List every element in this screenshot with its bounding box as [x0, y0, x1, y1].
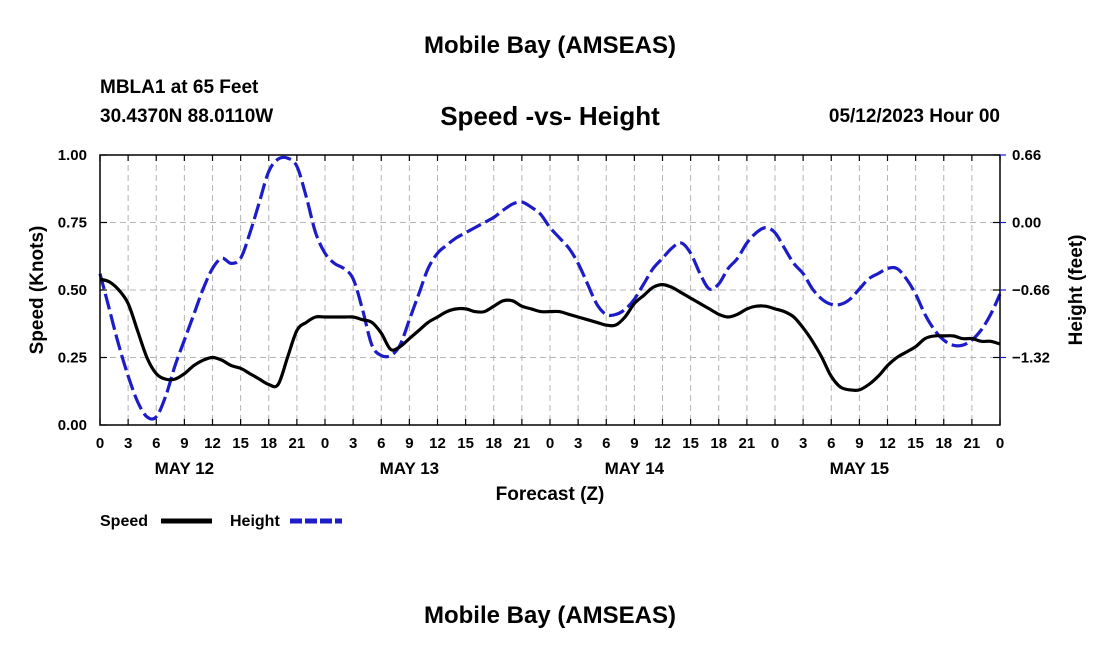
y-axis-label: Speed (Knots)	[27, 226, 48, 355]
legend: Speed Height	[100, 513, 342, 530]
series-line-height	[98, 155, 1002, 421]
x-day-label: MAY 12	[155, 459, 215, 478]
x-tick-label: 0	[321, 435, 329, 452]
x-tick-label: 21	[964, 435, 981, 452]
x-tick-label: 3	[574, 435, 582, 452]
x-tick-label: 0	[996, 435, 1004, 452]
x-tick-label: 21	[514, 435, 531, 452]
y2-tick-label: −0.66	[1012, 282, 1050, 299]
x-tick-label: 12	[204, 435, 221, 452]
grid-lines	[100, 154, 1000, 425]
x-axis-label: Forecast (Z)	[496, 484, 605, 505]
x-tick-label: 6	[827, 435, 835, 452]
x-tick-label: 6	[602, 435, 610, 452]
x-tick-label: 3	[799, 435, 807, 452]
x-tick-label: 9	[630, 435, 638, 452]
x-tick-label: 6	[377, 435, 385, 452]
x-day-label: MAY 15	[830, 459, 890, 478]
legend-label-speed: Speed	[100, 513, 148, 530]
y-tick-label: 0.50	[58, 282, 87, 299]
station-coordinates: 30.4370N 88.0110W	[100, 106, 274, 127]
x-tick-label: 3	[349, 435, 357, 452]
x-tick-label: 15	[232, 435, 249, 452]
x-tick-label: 18	[935, 435, 952, 452]
x-tick-label: 15	[457, 435, 474, 452]
y-tick-label: 0.25	[58, 350, 87, 367]
x-tick-label: 9	[405, 435, 413, 452]
chart-main-title: Mobile Bay (AMSEAS)	[423, 32, 677, 59]
x-tick-label: 12	[429, 435, 446, 452]
x-tick-label: 18	[485, 435, 502, 452]
series-line-speed	[99, 277, 1001, 393]
y2-tick-label: −1.32	[1012, 350, 1050, 367]
y-tick-label: 0.00	[58, 417, 87, 434]
x-tick-label: 9	[855, 435, 863, 452]
x-tick-label: 12	[879, 435, 896, 452]
x-day-label: MAY 14	[605, 459, 665, 478]
chart-subtitle: Speed -vs- Height	[440, 101, 660, 131]
legend-label-height: Height	[230, 513, 280, 530]
x-tick-label: 6	[152, 435, 160, 452]
footer-title: Mobile Bay (AMSEAS)	[423, 602, 677, 629]
x-day-label: MAY 13	[380, 459, 440, 478]
x-tick-label: 21	[289, 435, 306, 452]
y-tick-label: 0.75	[58, 215, 87, 232]
x-tick-label: 0	[96, 435, 104, 452]
y2-axis-label: Height (feet)	[1066, 235, 1087, 346]
series-layer	[98, 155, 1002, 421]
x-tick-label: 9	[180, 435, 188, 452]
x-tick-label: 0	[546, 435, 554, 452]
axes: 0 3 6 9 12 15 18 21 0 3 6 9 12 15 18 21 0 3 6 9 12 15 18 21 0 3 6 9…	[58, 147, 1050, 478]
x-tick-label: 18	[260, 435, 277, 452]
x-tick-label: 15	[682, 435, 699, 452]
x-tick-label: 12	[654, 435, 671, 452]
x-tick-label: 21	[739, 435, 756, 452]
y-tick-label: 1.00	[58, 147, 87, 164]
y2-tick-label: 0.00	[1012, 215, 1041, 232]
x-tick-label: 0	[771, 435, 779, 452]
x-tick-label: 15	[907, 435, 924, 452]
x-tick-label: 18	[710, 435, 727, 452]
y2-tick-label: 0.66	[1012, 147, 1041, 164]
forecast-datetime: 05/12/2023 Hour 00	[828, 106, 1000, 127]
station-label: MBLA1 at 65 Feet	[100, 77, 259, 98]
x-tick-label: 3	[124, 435, 132, 452]
